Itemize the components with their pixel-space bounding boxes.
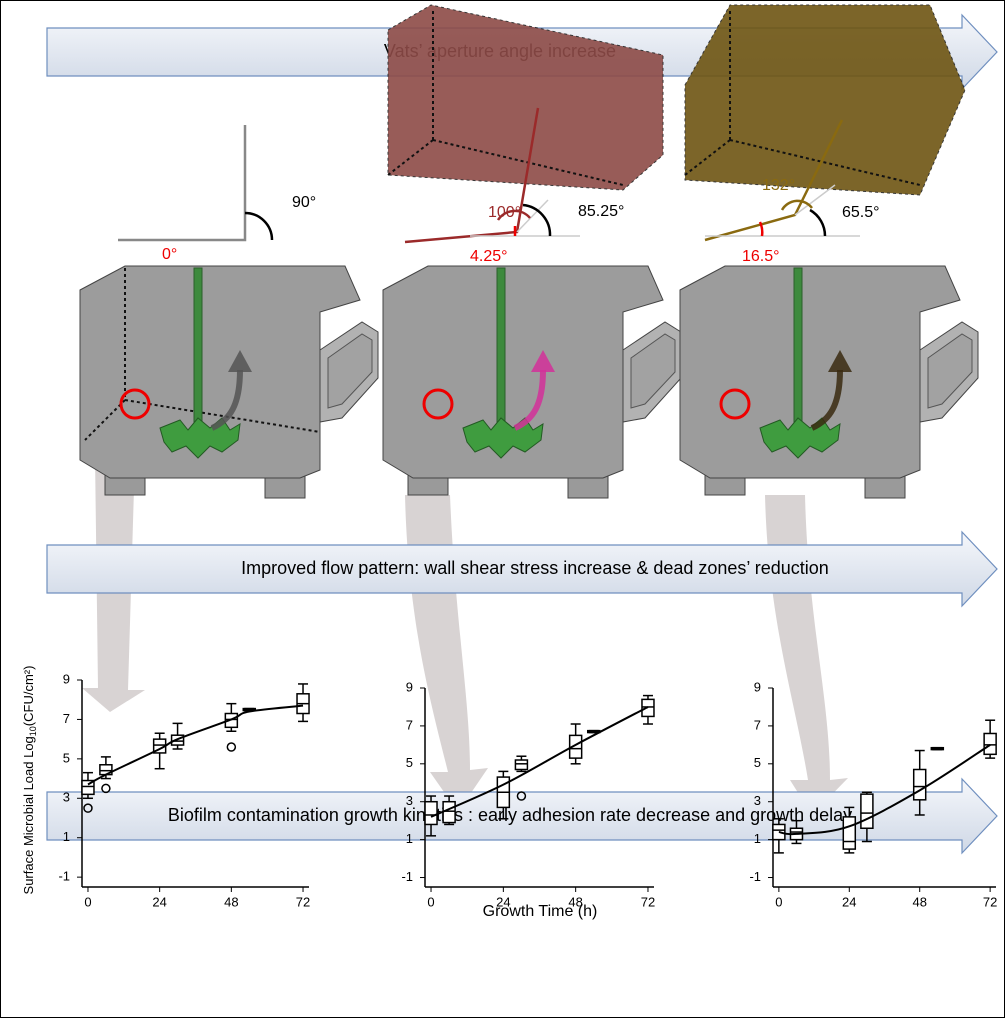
y-tick-label: 3: [754, 793, 761, 808]
y-axis-label-unit: (CFU/cm²): [21, 666, 36, 727]
y-tick-label: -1: [58, 869, 70, 884]
x-tick-label: 24: [842, 894, 856, 909]
x-tick-label: 0: [427, 894, 434, 909]
box: [843, 817, 855, 849]
y-tick-label: 5: [406, 755, 413, 770]
y-axis-label: Surface Microbial Load Log10(CFU/cm²): [21, 666, 38, 895]
y-tick-label: 5: [63, 750, 70, 765]
vat-floor: [685, 5, 965, 195]
angle-label: 65.5°: [842, 204, 880, 221]
box: [515, 760, 527, 769]
figure: Vats’ aperture angle increaseImproved fl…: [0, 0, 1005, 1018]
x-tick-label: 48: [912, 894, 926, 909]
x-tick-label: 0: [775, 894, 782, 909]
angle-label: 16.5°: [742, 248, 780, 265]
angle-label: 0°: [162, 246, 177, 263]
box: [861, 794, 873, 828]
box: [425, 802, 437, 825]
y-tick-label: 3: [406, 793, 413, 808]
shaft: [794, 268, 802, 433]
x-tick-label: 72: [983, 894, 997, 909]
box: [443, 802, 455, 823]
angle-label: 4.25°: [470, 248, 508, 265]
y-tick-label: -1: [749, 869, 761, 884]
y-tick-label: 1: [754, 831, 761, 846]
angle-label: 100°: [488, 204, 521, 221]
angle-label: 132°: [762, 177, 795, 194]
y-axis-label-sub: 10: [28, 726, 38, 736]
angle-label: 85.25°: [578, 203, 624, 220]
y-tick-label: 1: [63, 829, 70, 844]
y-tick-label: 9: [754, 679, 761, 694]
y-tick-label: 7: [754, 717, 761, 732]
y-tick-label: 5: [754, 755, 761, 770]
x-tick-label: 24: [152, 894, 166, 909]
box: [914, 769, 926, 799]
angle-label: 90°: [292, 194, 316, 211]
x-tick-label: 0: [84, 894, 91, 909]
shaft: [497, 268, 505, 433]
shaft: [194, 268, 202, 433]
y-tick-label: 9: [406, 679, 413, 694]
y-tick-label: 7: [63, 711, 70, 726]
box: [984, 733, 996, 754]
x-tick-label: 48: [224, 894, 238, 909]
y-axis-label-text: Surface Microbial Load Log: [21, 736, 36, 894]
y-tick-label: 3: [63, 790, 70, 805]
x-tick-label: 72: [641, 894, 655, 909]
x-tick-label: 72: [296, 894, 310, 909]
banner-text: Improved flow pattern: wall shear stress…: [241, 558, 829, 578]
page: Vats’ aperture angle increaseImproved fl…: [0, 0, 1005, 1018]
x-axis-label: Growth Time (h): [483, 903, 598, 920]
y-tick-label: 1: [406, 831, 413, 846]
y-tick-label: 7: [406, 717, 413, 732]
y-tick-label: -1: [401, 869, 413, 884]
y-tick-label: 9: [63, 671, 70, 686]
